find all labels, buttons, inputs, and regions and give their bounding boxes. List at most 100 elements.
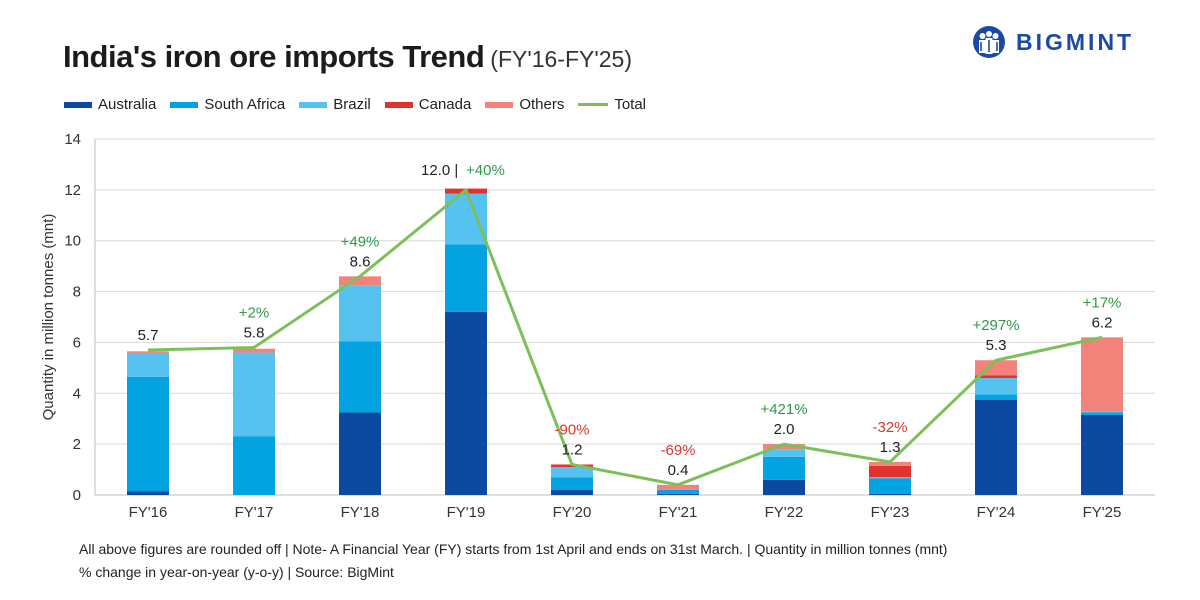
- bar-australia: [445, 311, 487, 495]
- bar-others: [1081, 337, 1123, 412]
- x-tick-label: FY'25: [1083, 504, 1122, 521]
- x-tick-label: FY'16: [129, 504, 168, 521]
- bar-others: [339, 276, 381, 286]
- bar-brazil: [1081, 411, 1123, 413]
- bar-south-africa: [445, 244, 487, 312]
- legend-item-others: Others: [485, 96, 564, 113]
- yoy-change-label: +49%: [341, 233, 380, 250]
- bar-australia: [551, 489, 593, 495]
- bar-brazil: [127, 353, 169, 377]
- bar-australia: [339, 412, 381, 495]
- legend-label: Others: [519, 96, 565, 113]
- total-value-label: 6.2: [1092, 314, 1113, 331]
- footer-line-2: % change in year-on-year (y-o-y) | Sourc…: [79, 564, 394, 580]
- y-tick-label: 12: [64, 182, 81, 199]
- bar-brazil: [551, 467, 593, 478]
- legend-swatch: [299, 101, 328, 108]
- chart-legend: Australia South Africa Brazil Canada Others T…: [64, 96, 660, 113]
- bar-canada: [869, 465, 911, 478]
- footer-note: All above figures are rounded off | Note…: [79, 538, 947, 584]
- total-line: [147, 188, 1103, 487]
- chart-title-main: India's iron ore imports Trend: [63, 39, 485, 74]
- legend-swatch: [485, 101, 514, 108]
- chart-title: India's iron ore imports Trend (FY'16-FY'…: [63, 38, 632, 75]
- legend-swatch: [170, 101, 199, 108]
- yoy-change-label: +17%: [1083, 294, 1122, 311]
- bar-australia: [763, 479, 805, 495]
- bar-australia: [657, 493, 699, 495]
- x-tick-label: FY'19: [447, 504, 486, 521]
- legend-label: Australia: [98, 96, 157, 113]
- total-value-label: 1.2: [562, 441, 583, 458]
- legend-swatch: [384, 101, 413, 108]
- bar-others: [127, 351, 169, 354]
- bar-brazil: [975, 378, 1017, 395]
- y-tick-label: 6: [73, 334, 81, 351]
- yoy-change-label: -90%: [554, 421, 589, 438]
- total-value-label: 0.4: [668, 462, 689, 479]
- bar-brazil: [339, 285, 381, 342]
- bar-south-africa: [1081, 412, 1123, 415]
- legend-label: Total: [614, 96, 647, 113]
- bar-brazil: [869, 477, 911, 479]
- bar-australia: [869, 493, 911, 495]
- bigmint-logo-icon: [973, 26, 1005, 58]
- bar-others: [233, 348, 275, 353]
- y-axis-label: Quantity in million tonnes (mnt): [40, 214, 57, 421]
- legend-item-south-africa: South Africa: [170, 96, 285, 113]
- yoy-change-label: -32%: [872, 419, 907, 436]
- bar-brazil: [763, 449, 805, 457]
- bar-canada: [975, 375, 1017, 379]
- y-tick-label: 4: [73, 385, 81, 402]
- legend-swatch: [578, 103, 609, 106]
- legend-item-australia: Australia: [64, 96, 156, 113]
- yoy-change-label: -69%: [660, 442, 695, 459]
- y-tick-label: 10: [64, 233, 81, 250]
- y-tick-label: 0: [73, 487, 81, 504]
- x-tick-label: FY'20: [553, 504, 592, 521]
- bar-australia: [127, 491, 169, 495]
- legend-item-canada: Canada: [384, 96, 472, 113]
- total-value-label: 5.8: [244, 325, 265, 342]
- total-value-label: 1.3: [880, 439, 901, 456]
- bar-australia: [1081, 414, 1123, 495]
- x-tick-label: FY'22: [765, 504, 804, 521]
- bar-south-africa: [233, 436, 275, 495]
- legend-swatch: [64, 101, 92, 108]
- bar-south-africa: [869, 478, 911, 494]
- bar-australia: [975, 399, 1017, 495]
- footer-line-1: All above figures are rounded off | Note…: [79, 541, 948, 557]
- legend-label: South Africa: [204, 96, 286, 113]
- yoy-change-label: +297%: [972, 317, 1019, 334]
- total-value-label: 2.0: [774, 421, 795, 438]
- bar-south-africa: [763, 456, 805, 480]
- chart-title-sub: (FY'16-FY'25): [490, 46, 632, 72]
- bar-south-africa: [657, 489, 699, 494]
- legend-item-total: Total: [578, 96, 646, 113]
- bar-south-africa: [551, 477, 593, 490]
- bar-others: [763, 444, 805, 450]
- x-tick-label: FY'17: [235, 504, 274, 521]
- brand-logo: BIGMINT: [972, 22, 1134, 62]
- total-value-label: 5.7: [138, 327, 159, 344]
- y-tick-label: 2: [73, 436, 81, 453]
- bar-brazil: [233, 352, 275, 437]
- bar-others: [657, 484, 699, 490]
- legend-label: Canada: [418, 96, 472, 113]
- total-value-label: 8.6: [350, 253, 371, 270]
- total-value-label: 12.0 |: [421, 162, 458, 179]
- x-tick-label: FY'23: [871, 504, 910, 521]
- total-value-label: 5.3: [986, 337, 1007, 354]
- x-tick-label: FY'21: [659, 504, 698, 521]
- yoy-change-label: +2%: [239, 305, 269, 322]
- legend-item-brazil: Brazil: [299, 96, 371, 113]
- bar-others: [869, 461, 911, 466]
- bar-south-africa: [975, 394, 1017, 400]
- legend-label: Brazil: [333, 96, 371, 113]
- bar-south-africa: [127, 376, 169, 492]
- y-tick-label: 8: [73, 284, 81, 301]
- brand-name: BIGMINT: [1016, 28, 1135, 55]
- y-tick-label: 14: [64, 131, 81, 148]
- x-tick-label: FY'18: [341, 504, 380, 521]
